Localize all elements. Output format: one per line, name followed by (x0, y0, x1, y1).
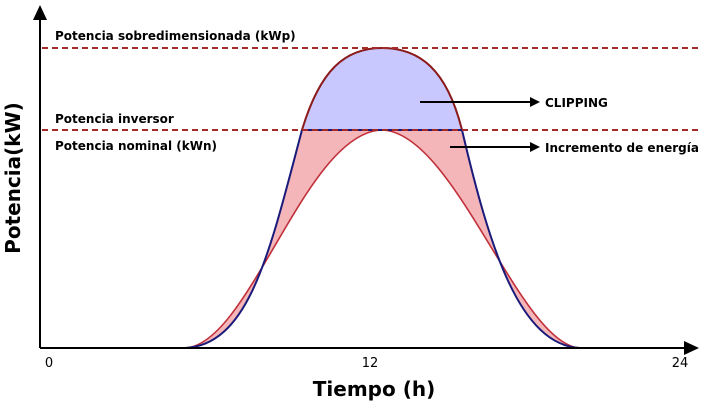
nominal-power-curve (184, 129, 581, 349)
oversized-curve-right (461, 129, 581, 349)
y-axis-title: Potencia(kW) (1, 102, 25, 254)
nominal-power-label: Potencia nominal (kWn) (55, 139, 217, 153)
inverter-power-label: Potencia inversor (55, 112, 174, 126)
oversized-power-label: Potencia sobredimensionada (kWp) (55, 29, 296, 43)
energy-increase-label: Incremento de energía (545, 141, 699, 155)
x-axis-title: Tiempo (h) (313, 377, 435, 401)
energy-increase-region (185, 130, 580, 348)
clipping-label: CLIPPING (545, 96, 608, 110)
x-axis-arrow-icon (684, 341, 699, 355)
oversized-curve-left (184, 129, 303, 349)
clipping-region (300, 46, 464, 131)
x-tick-24: 24 (672, 356, 689, 371)
y-axis-arrow-icon (33, 5, 47, 20)
x-tick-0: 0 (45, 356, 53, 371)
x-tick-12: 12 (362, 356, 379, 371)
